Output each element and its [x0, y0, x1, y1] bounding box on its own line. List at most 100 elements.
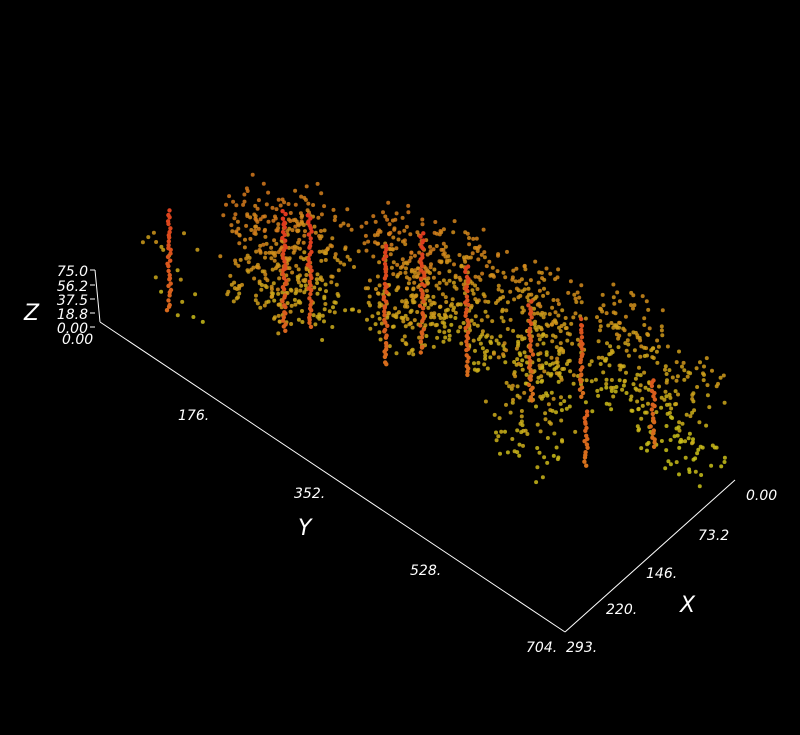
data-point	[544, 334, 549, 338]
data-point	[331, 305, 335, 310]
data-point	[485, 366, 490, 371]
data-point	[409, 308, 414, 313]
x-tick-label: 73.2	[698, 528, 729, 544]
data-point	[621, 383, 626, 388]
data-point	[455, 302, 460, 307]
data-point	[377, 330, 382, 335]
data-point	[692, 408, 697, 413]
data-point	[500, 289, 504, 294]
data-point	[408, 232, 413, 237]
data-point	[598, 306, 603, 311]
data-point	[551, 396, 556, 401]
data-point	[501, 270, 506, 275]
data-point	[380, 244, 385, 249]
data-point	[667, 368, 672, 373]
data-point	[539, 270, 544, 275]
data-point	[280, 197, 285, 202]
data-point	[583, 419, 588, 425]
data-point	[574, 300, 579, 304]
data-point	[308, 291, 313, 297]
data-point	[590, 409, 595, 414]
data-point	[281, 275, 287, 281]
data-point	[584, 378, 589, 383]
data-point	[498, 334, 503, 339]
data-point	[140, 240, 145, 245]
data-point	[419, 281, 425, 287]
data-point	[523, 381, 528, 386]
data-point	[301, 223, 306, 227]
data-point	[540, 310, 545, 315]
data-point	[290, 228, 295, 233]
data-point	[391, 272, 396, 277]
data-point	[382, 309, 387, 314]
data-point	[580, 365, 585, 370]
data-point	[518, 293, 523, 298]
data-point	[554, 445, 559, 450]
data-point	[308, 283, 313, 288]
data-point	[319, 191, 324, 196]
data-point	[317, 249, 322, 254]
data-point	[319, 212, 324, 217]
data-point	[254, 293, 258, 298]
data-point	[704, 356, 709, 361]
data-point	[309, 268, 314, 273]
data-point	[505, 450, 510, 455]
data-point	[604, 356, 609, 361]
data-point	[167, 229, 172, 235]
data-point	[677, 420, 682, 425]
data-point	[526, 286, 531, 291]
data-point	[512, 360, 517, 364]
data-point	[292, 297, 297, 302]
data-point	[565, 331, 570, 336]
data-point	[332, 218, 337, 223]
data-point	[537, 288, 542, 293]
data-point	[539, 379, 544, 384]
data-point	[676, 392, 680, 397]
data-point	[504, 380, 509, 385]
data-point	[529, 299, 534, 304]
data-point	[512, 297, 517, 302]
data-point	[282, 259, 287, 264]
data-point	[482, 250, 487, 255]
data-point	[556, 302, 561, 306]
data-point	[236, 263, 241, 268]
data-point	[551, 298, 556, 302]
data-point	[555, 360, 560, 365]
data-point	[373, 219, 378, 224]
data-point	[159, 244, 164, 249]
data-point	[195, 247, 200, 252]
data-point	[659, 328, 664, 333]
data-point	[554, 345, 559, 350]
data-point	[309, 299, 314, 304]
data-point	[168, 258, 173, 263]
data-point	[371, 254, 376, 259]
data-point	[528, 278, 533, 283]
data-point	[501, 352, 506, 357]
data-point	[655, 360, 660, 365]
data-point	[233, 261, 238, 266]
data-point	[293, 224, 298, 229]
data-point	[425, 294, 430, 298]
data-point	[377, 316, 382, 321]
data-point	[253, 214, 258, 219]
data-point	[517, 453, 522, 458]
data-point	[236, 226, 241, 231]
data-point	[619, 364, 624, 369]
data-point	[721, 373, 726, 378]
data-point	[579, 385, 585, 390]
data-point	[524, 281, 529, 286]
data-point	[411, 352, 416, 357]
data-point	[395, 262, 400, 267]
data-point	[404, 298, 408, 303]
data-point	[496, 253, 500, 258]
data-point	[472, 361, 476, 366]
data-point	[670, 375, 675, 380]
data-point	[464, 364, 469, 369]
data-point	[429, 315, 433, 320]
data-point	[664, 424, 669, 428]
data-point	[582, 459, 587, 464]
data-point	[544, 361, 549, 366]
data-point	[421, 238, 426, 243]
data-point	[541, 315, 546, 320]
data-point	[475, 287, 480, 291]
